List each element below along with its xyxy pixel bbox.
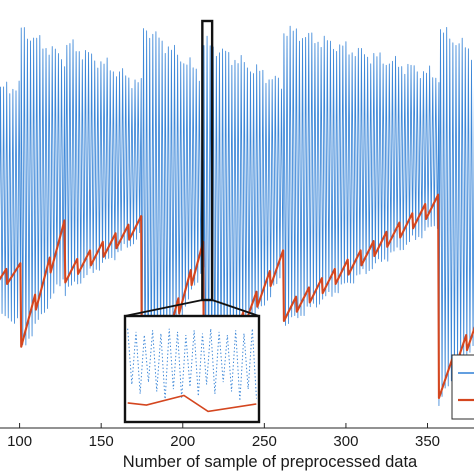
x-tick-label: 250 <box>252 433 277 450</box>
inset-series-layer <box>127 328 257 413</box>
x-axis-ticks: 100 150 200 250 300 350 <box>7 423 440 450</box>
legend <box>451 354 474 420</box>
inset-zoom-panel <box>123 314 261 424</box>
inset-frame <box>123 314 261 424</box>
x-tick-label: 200 <box>170 433 195 450</box>
x-axis-title: Number of sample of preprocessed data <box>123 453 418 471</box>
inset-series-1-line <box>127 328 257 401</box>
x-tick-label: 300 <box>333 433 358 450</box>
zoom-connector-right <box>211 299 260 317</box>
x-tick-label: 100 <box>7 433 32 450</box>
zoom-connector-left <box>124 299 203 317</box>
legend-box <box>451 354 474 420</box>
x-tick-label: 350 <box>415 433 440 450</box>
inset-series-2-line <box>127 394 257 413</box>
zoom-highlight-box <box>201 19 214 302</box>
x-tick-label: 150 <box>89 433 114 450</box>
